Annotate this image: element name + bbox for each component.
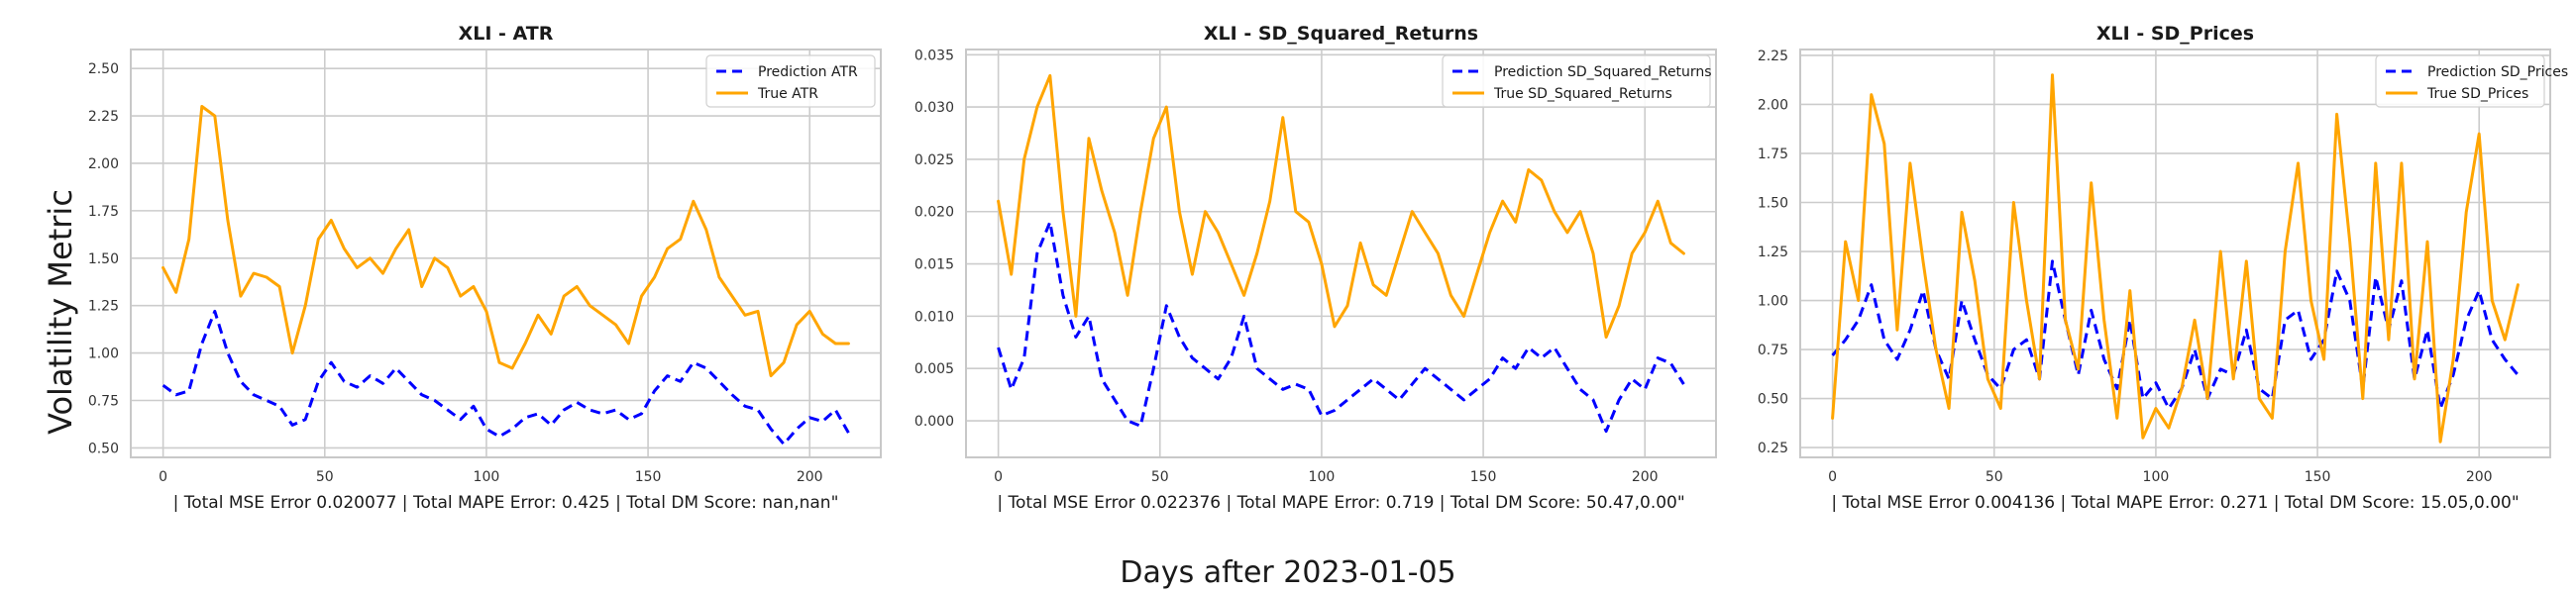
y-tick-label: 0.50 [88,441,119,456]
y-tick-label: 0.75 [1758,343,1788,358]
chart-xlabel: | Total MSE Error 0.004136 | Total MAPE … [1831,493,2519,513]
chart-title: XLI - SD_Prices [2096,23,2254,45]
x-tick-label: 50 [1151,469,1169,485]
y-tick-label: 0.010 [914,309,954,325]
legend-box [1442,54,1711,108]
y-tick-label: 0.035 [914,48,954,63]
x-tick-label: 0 [159,469,167,485]
y-tick-label: 1.50 [88,251,119,267]
y-tick-label: 1.50 [1758,196,1788,212]
legend-box [705,54,876,108]
chart-panel-1: 0 50 100 150 200 0.50 0.75 1.00 1.25 1.50 1.75 2.00… [88,23,882,513]
true-series-line [1831,73,2520,444]
legend: Prediction SD_Squared_Returns True SD_Squ… [1442,54,1712,108]
true-series-line [161,105,850,378]
chart-panel-3: 0 50 100 150 200 0.25 0.50 0.75 1.00 1.25 1.50 1.75… [1758,23,2568,513]
plot-frame [1799,49,2551,458]
chart-xlabel: | Total MSE Error 0.020077 | Total MAPE … [173,493,839,513]
y-tick-label: 0.030 [914,100,954,116]
y-tick-label: 1.00 [88,346,119,362]
y-tick-label: 2.00 [1758,97,1788,113]
true-series-line [997,73,1685,339]
legend-entry: Prediction ATR [758,64,858,80]
plot-frame [965,49,1717,458]
chart-title: XLI - SD_Squared_Returns [1204,23,1478,45]
legend-box [2375,54,2545,108]
x-tick-label: 100 [474,469,500,485]
plot-frame [130,49,882,458]
figure-ylabel: Volatility Metric [42,189,79,435]
y-tick-label: 2.25 [1758,49,1788,64]
x-tick-label: 0 [994,469,1003,485]
plot-area [966,50,1716,457]
x-tick-label: 150 [635,469,662,485]
x-tick-label: 150 [1470,469,1497,485]
x-tick-label: 0 [1828,469,1837,485]
y-tick-label: 0.025 [914,152,954,168]
legend-entry: True ATR [757,86,818,102]
legend: Prediction ATR True ATR [705,54,876,108]
legend: Prediction SD_Prices True SD_Prices [2375,54,2568,108]
y-tick-label: 2.00 [88,156,119,172]
x-tick-label: 50 [1986,469,2003,485]
y-tick-label: 1.75 [1758,147,1788,162]
y-tick-label: 2.25 [88,109,119,125]
chart-xlabel: | Total MSE Error 0.022376 | Total MAPE … [997,493,1684,513]
y-tick-label: 1.25 [1758,245,1788,260]
x-tick-label: 100 [2143,469,2170,485]
x-tick-label: 100 [1309,469,1336,485]
x-tick-label: 200 [2466,469,2493,485]
y-tick-label: 1.00 [1758,294,1788,310]
y-tick-label: 0.75 [88,394,119,410]
y-tick-label: 0.50 [1758,392,1788,408]
x-tick-label: 200 [797,469,823,485]
legend-entry: Prediction SD_Prices [2427,64,2568,80]
prediction-series-line [161,309,850,446]
y-tick-label: 0.25 [1758,441,1788,456]
prediction-series-line [1831,259,2520,410]
y-tick-label: 1.75 [88,204,119,220]
chart-panel-2: 0 50 100 150 200 0.000 0.005 0.010 0.015 0.020 0.0… [914,23,1717,513]
y-tick-label: 0.020 [914,205,954,221]
x-tick-label: 200 [1632,469,1659,485]
y-tick-label: 0.000 [914,414,954,430]
figure-xlabel: Days after 2023-01-05 [1120,555,1455,590]
y-tick-label: 0.015 [914,257,954,273]
y-tick-label: 2.50 [88,61,119,77]
y-tick-label: 1.25 [88,299,119,315]
legend-entry: True SD_Prices [2426,86,2528,102]
x-tick-label: 150 [2305,469,2331,485]
y-tick-label: 0.005 [914,361,954,377]
legend-entry: Prediction SD_Squared_Returns [1494,64,1712,80]
x-tick-label: 50 [316,469,334,485]
chart-title: XLI - ATR [459,23,554,45]
plot-area [131,50,881,457]
prediction-series-line [997,220,1685,434]
legend-entry: True SD_Squared_Returns [1493,86,1672,102]
